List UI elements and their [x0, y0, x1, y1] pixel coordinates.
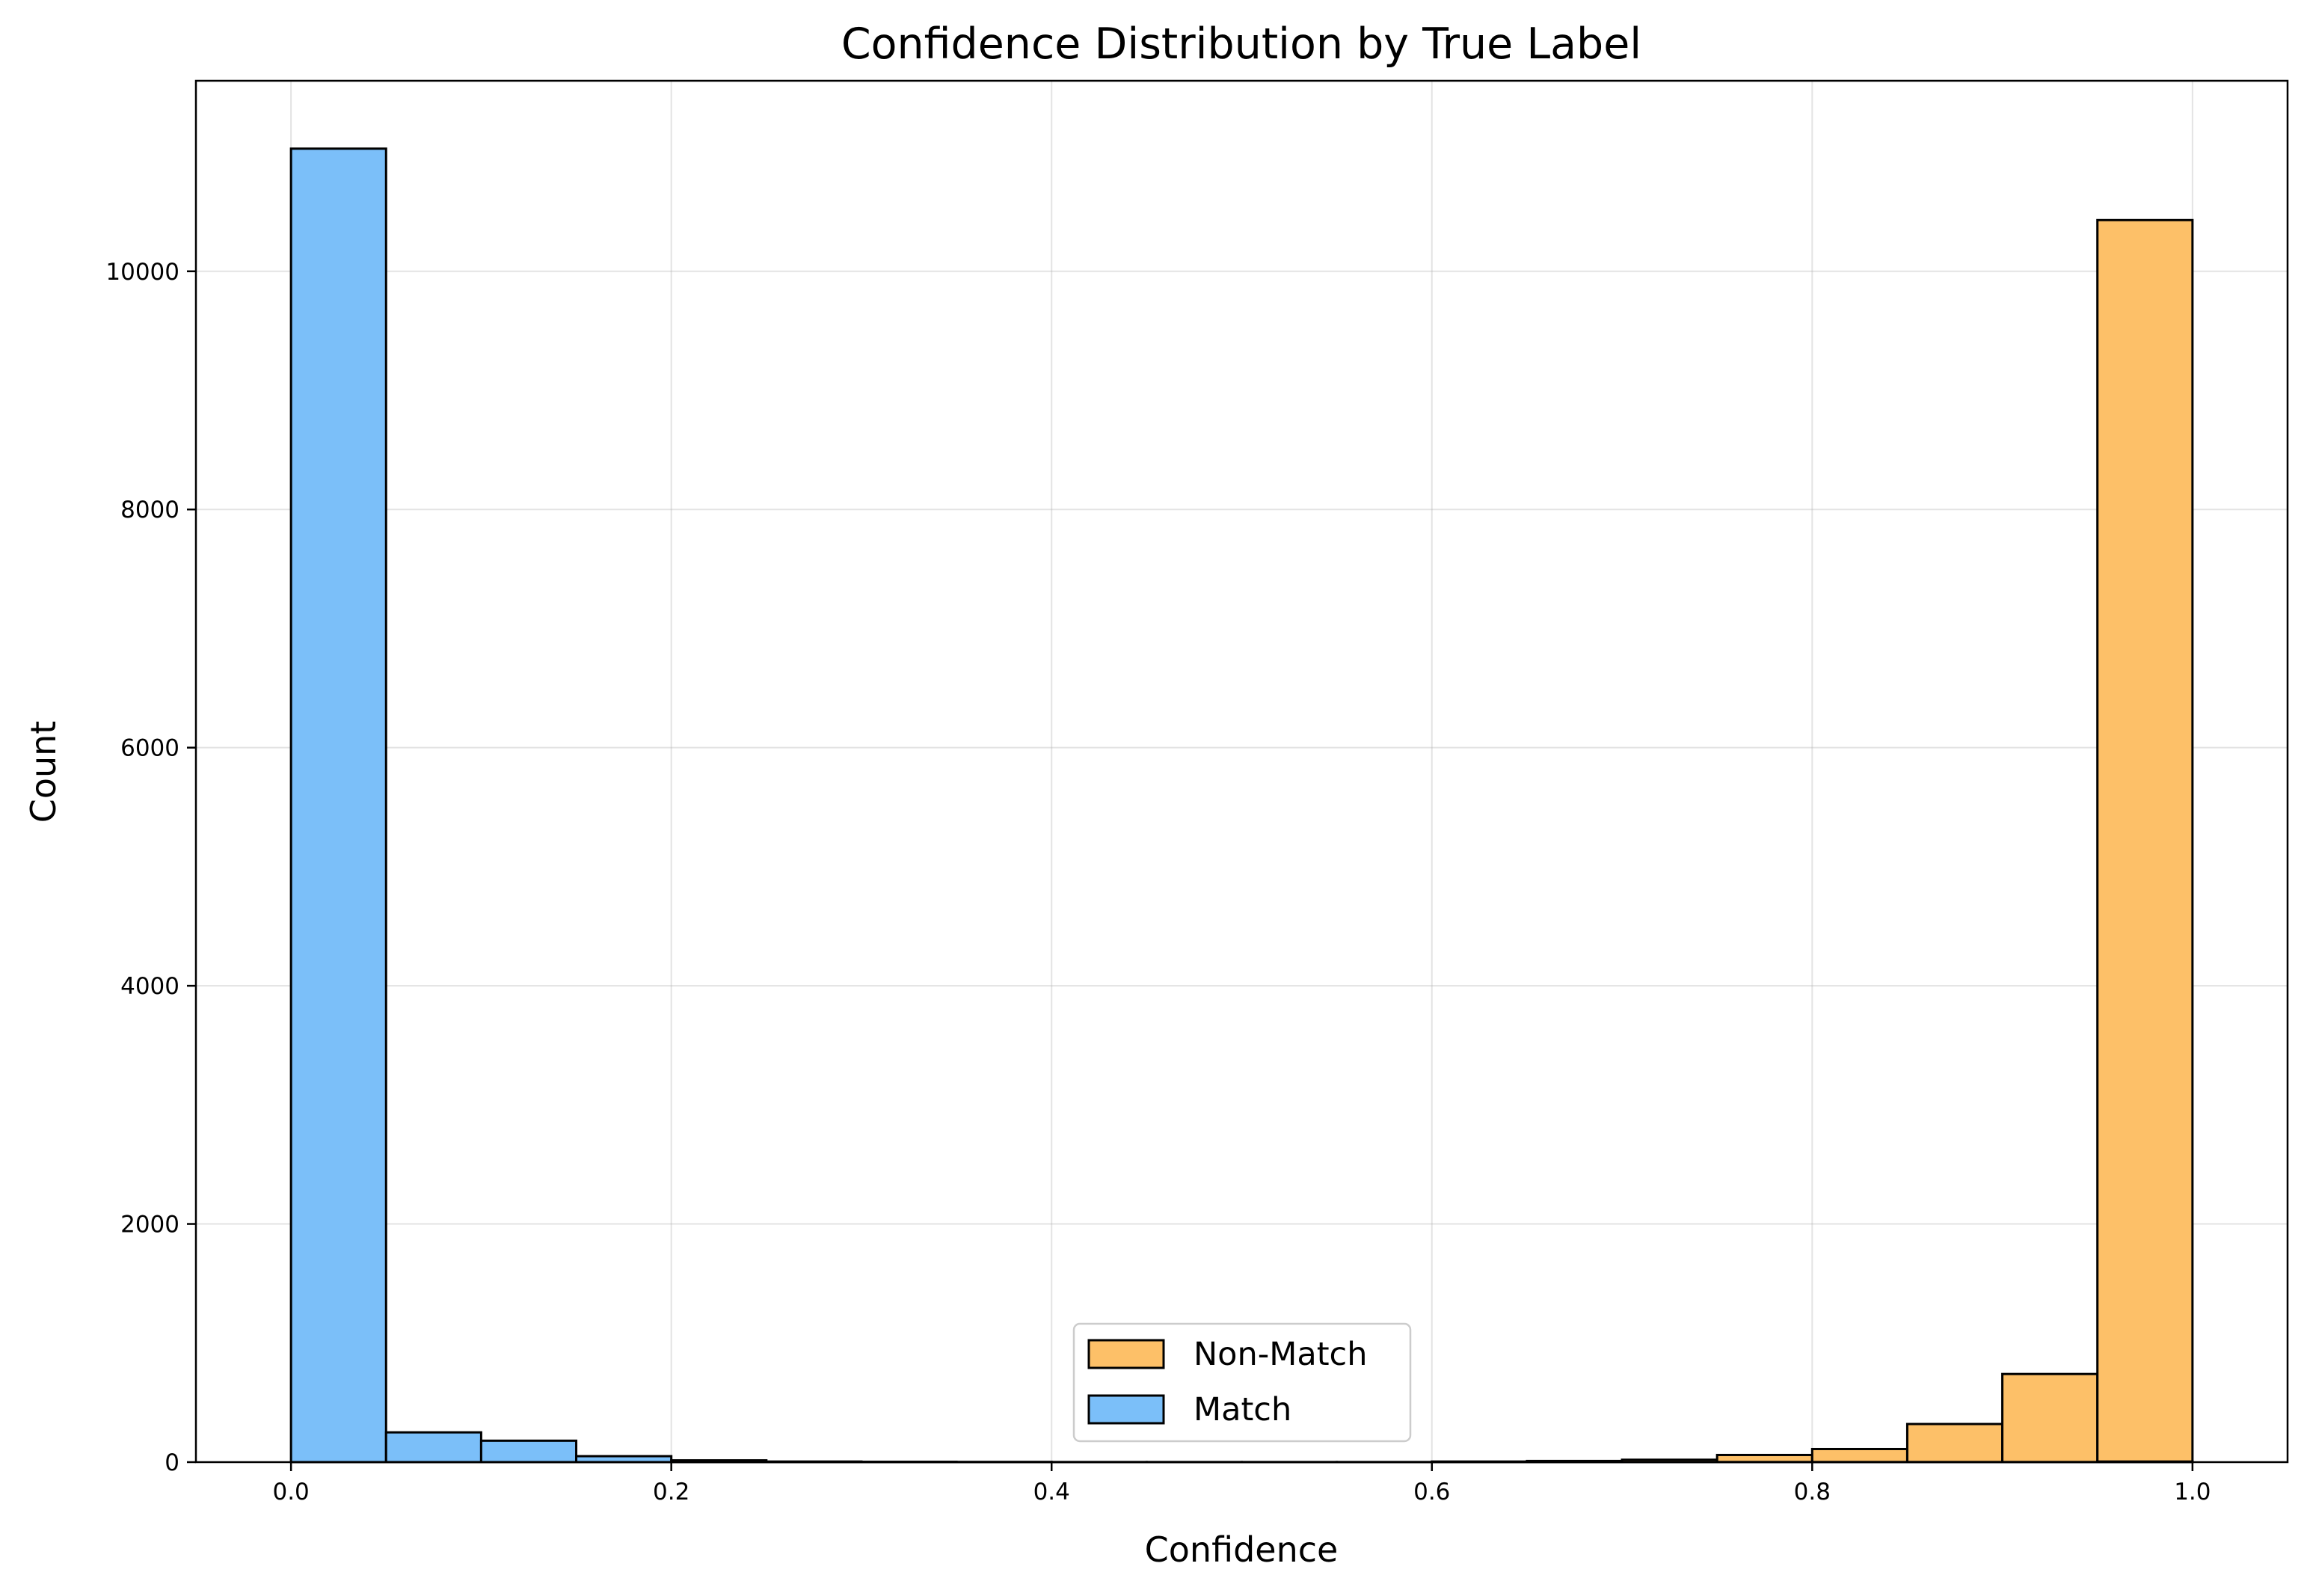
y-tick-label: 0	[165, 1449, 179, 1476]
x-tick-label: 1.0	[2174, 1479, 2211, 1506]
bar-non-match	[1812, 1449, 1907, 1462]
x-tick-label: 0.0	[272, 1479, 309, 1506]
chart-title: Confidence Distribution by True Label	[841, 19, 1641, 69]
y-tick-label: 8000	[120, 497, 179, 524]
x-tick-label: 0.2	[653, 1479, 689, 1506]
y-tick-label: 4000	[120, 973, 179, 1000]
legend-swatch-non-match	[1089, 1340, 1164, 1368]
legend: Non-Match Match	[1074, 1324, 1410, 1441]
bar-non-match	[2098, 220, 2193, 1462]
bar-match	[291, 149, 386, 1462]
bar-non-match	[1907, 1424, 2002, 1462]
y-tick-label: 6000	[120, 735, 179, 762]
bar-match	[386, 1432, 481, 1462]
legend-label-non-match: Non-Match	[1194, 1336, 1367, 1373]
legend-label-match: Match	[1194, 1391, 1291, 1428]
x-tick-label: 0.6	[1413, 1479, 1450, 1506]
y-tick-label: 2000	[120, 1212, 179, 1239]
y-tick-label: 10000	[105, 259, 179, 286]
bar-match	[481, 1440, 576, 1462]
bar-non-match	[2003, 1374, 2098, 1462]
x-tick-label: 0.8	[1794, 1479, 1831, 1506]
x-axis-title: Confidence	[1145, 1529, 1339, 1570]
x-tick-label: 0.4	[1033, 1479, 1070, 1506]
legend-swatch-match	[1089, 1396, 1164, 1423]
y-axis-title: Count	[23, 721, 64, 823]
